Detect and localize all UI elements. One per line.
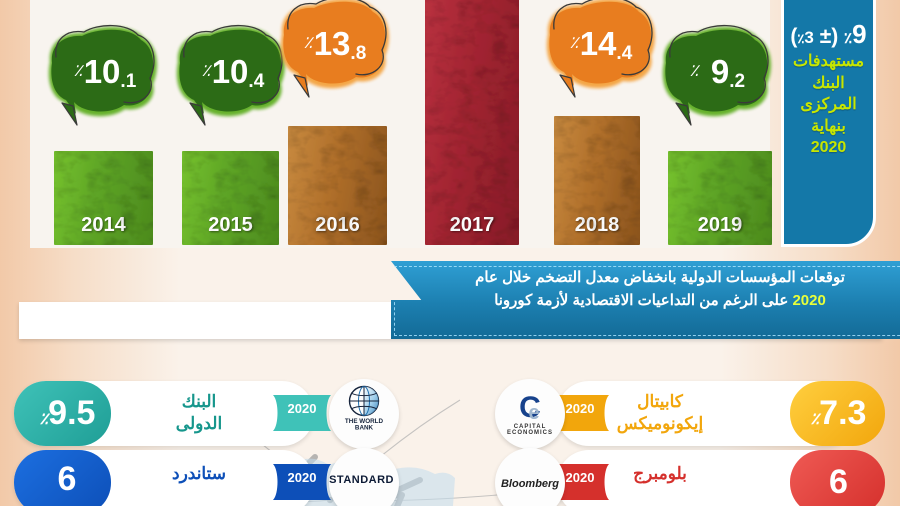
svg-text:e: e: [528, 402, 539, 424]
svg-text:ECONOMICS: ECONOMICS: [507, 430, 553, 436]
svg-text:BANK: BANK: [355, 425, 374, 432]
